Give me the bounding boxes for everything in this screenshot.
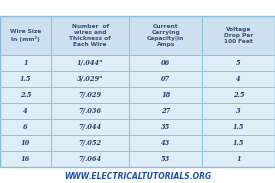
Text: 1/.044": 1/.044" bbox=[77, 59, 103, 67]
Text: 07: 07 bbox=[161, 75, 170, 83]
Bar bbox=[202, 119, 275, 135]
Bar bbox=[0, 103, 51, 119]
Bar bbox=[51, 16, 129, 55]
Text: 7/.036: 7/.036 bbox=[78, 107, 102, 115]
Text: 7/.044: 7/.044 bbox=[78, 123, 102, 131]
Bar bbox=[202, 151, 275, 167]
Text: 3: 3 bbox=[236, 107, 241, 115]
Text: 1.5: 1.5 bbox=[233, 123, 244, 131]
Bar bbox=[51, 119, 129, 135]
Bar bbox=[51, 135, 129, 151]
Text: 4: 4 bbox=[23, 107, 28, 115]
Bar bbox=[0, 16, 51, 55]
Text: 1: 1 bbox=[23, 59, 28, 67]
Bar bbox=[0, 151, 51, 167]
Bar bbox=[0, 87, 51, 103]
Bar bbox=[129, 55, 202, 71]
Text: 3/.029": 3/.029" bbox=[77, 75, 103, 83]
Bar bbox=[129, 71, 202, 87]
Text: 6: 6 bbox=[23, 123, 28, 131]
Text: 4: 4 bbox=[236, 75, 241, 83]
Text: 43: 43 bbox=[161, 139, 170, 147]
Text: 06: 06 bbox=[161, 59, 170, 67]
Text: Number  of
wires and
Thickness of
Each Wire: Number of wires and Thickness of Each Wi… bbox=[69, 23, 111, 47]
Bar bbox=[0, 16, 275, 167]
Bar bbox=[129, 16, 202, 55]
Bar bbox=[129, 119, 202, 135]
Bar bbox=[129, 151, 202, 167]
Bar bbox=[51, 103, 129, 119]
Text: 27: 27 bbox=[161, 107, 170, 115]
Bar bbox=[202, 55, 275, 71]
Text: 18: 18 bbox=[161, 91, 170, 99]
Bar bbox=[202, 87, 275, 103]
Bar bbox=[0, 55, 51, 71]
Bar bbox=[51, 71, 129, 87]
Bar bbox=[202, 103, 275, 119]
Bar bbox=[129, 135, 202, 151]
Bar bbox=[202, 16, 275, 55]
Text: 7/.029: 7/.029 bbox=[78, 91, 102, 99]
Bar bbox=[51, 55, 129, 71]
Bar bbox=[0, 135, 51, 151]
Text: 35: 35 bbox=[161, 123, 170, 131]
Bar bbox=[51, 87, 129, 103]
Text: 7/.052: 7/.052 bbox=[78, 139, 102, 147]
Text: Voltage
Drop Per
100 Feet: Voltage Drop Per 100 Feet bbox=[224, 27, 253, 44]
Text: WWW.ELECTRICALTUTORIALS.ORG: WWW.ELECTRICALTUTORIALS.ORG bbox=[64, 171, 211, 180]
Text: 53: 53 bbox=[161, 155, 170, 163]
Bar bbox=[202, 71, 275, 87]
Text: 1: 1 bbox=[236, 155, 241, 163]
Text: 5: 5 bbox=[236, 59, 241, 67]
Bar bbox=[51, 151, 129, 167]
Bar bbox=[129, 87, 202, 103]
Text: 7/.064: 7/.064 bbox=[78, 155, 102, 163]
Text: 1.5: 1.5 bbox=[20, 75, 31, 83]
Text: Current
Carrying
Capacity|In
Amps: Current Carrying Capacity|In Amps bbox=[147, 23, 184, 47]
Text: 2.5: 2.5 bbox=[233, 91, 244, 99]
Text: 16: 16 bbox=[21, 155, 30, 163]
Text: 1.5: 1.5 bbox=[233, 139, 244, 147]
Text: 10: 10 bbox=[21, 139, 30, 147]
Text: Wire Size
In (mm²): Wire Size In (mm²) bbox=[10, 29, 41, 42]
Bar bbox=[202, 135, 275, 151]
Bar bbox=[129, 103, 202, 119]
Bar bbox=[0, 71, 51, 87]
Text: 2.5: 2.5 bbox=[20, 91, 31, 99]
Bar bbox=[0, 119, 51, 135]
